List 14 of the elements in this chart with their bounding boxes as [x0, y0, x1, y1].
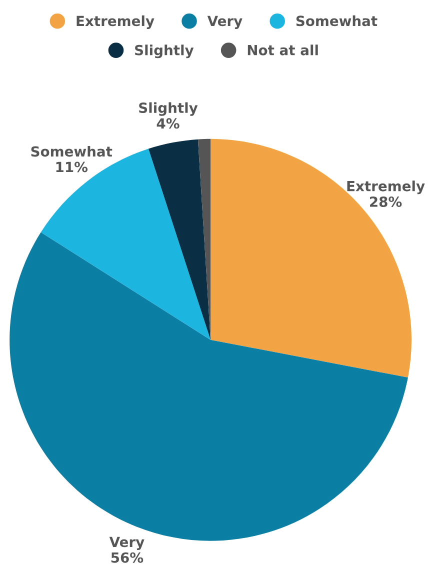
legend-label: Slightly	[135, 44, 194, 58]
slice-label: Extremely	[347, 180, 425, 194]
legend-label: Somewhat	[296, 15, 378, 26]
slice-label: Very	[109, 536, 144, 550]
data-label: 11%	[56, 162, 88, 172]
legend-label: Very	[207, 16, 242, 29]
legend-label: Extremely	[76, 15, 154, 29]
data-label: 56%	[111, 552, 144, 563]
slice-label: Slightly	[139, 102, 198, 116]
data-label: 28%	[370, 196, 402, 207]
data-label: 4%	[156, 118, 180, 129]
legend-label: Not at all	[248, 44, 318, 56]
slice-label: Somewhat	[31, 146, 112, 157]
pie-slice	[148, 139, 211, 340]
